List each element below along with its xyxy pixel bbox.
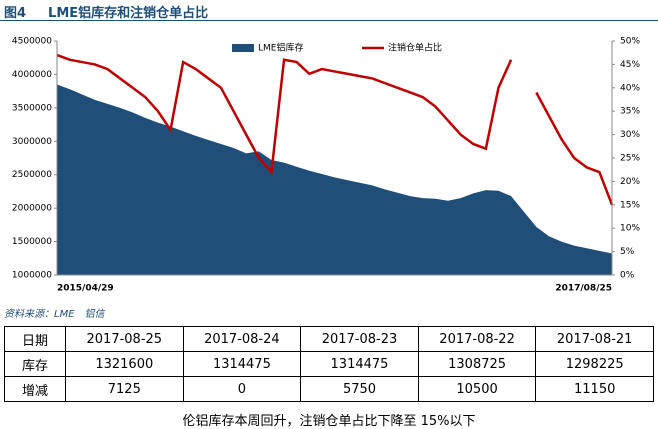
table-cell: 日期 — [4, 326, 66, 352]
table-cell: 11150 — [535, 376, 654, 402]
y2-tick-label: 30% — [620, 130, 640, 140]
table-cell: 10500 — [417, 376, 537, 402]
table-cell: 2017-08-24 — [182, 326, 302, 352]
y-tick-label: 3500000 — [12, 103, 52, 113]
legend-label: LME铝库存 — [258, 42, 303, 54]
table-cell: 1314475 — [300, 351, 419, 377]
y-tick-label: 4000000 — [12, 70, 52, 80]
data-table: 日期 2017-08-25 2017-08-24 2017-08-23 2017-08-… — [4, 326, 654, 402]
source: 资料来源：LME 铝信 — [4, 309, 105, 320]
table-row: 库存 1321600 1314475 1314475 1308725 1298225 — [4, 351, 654, 377]
caption: 伦铝库存本周回升，注销仓单占比下降至 15%以下 — [182, 414, 476, 429]
y2-tick-label: 50% — [620, 37, 640, 47]
table-cell: 1314475 — [182, 351, 302, 377]
y2-tick-label: 35% — [620, 107, 640, 117]
line — [56, 53, 614, 206]
table-cell: 增减 — [4, 376, 66, 402]
table-cell: 2017-08-22 — [417, 326, 537, 352]
y2-tick-label: 0% — [620, 271, 635, 281]
y2-tick-label: 45% — [620, 60, 640, 70]
y2-tick-label: 5% — [620, 247, 635, 257]
table-cell: 1308725 — [417, 351, 537, 377]
y2-tick-label: 10% — [620, 224, 640, 234]
table-cell: 5750 — [300, 376, 419, 402]
y2-tick-label: 15% — [620, 200, 640, 210]
x-tick-label: 2015/04/29 — [57, 284, 114, 294]
table-cell: 库存 — [4, 351, 66, 377]
table-cell: 2017-08-21 — [535, 326, 654, 352]
area — [57, 84, 612, 275]
y2-tick-label: 25% — [620, 154, 640, 164]
legend-swatch — [232, 44, 254, 52]
table-cell: 1321600 — [65, 351, 184, 377]
table-row: 日期 2017-08-25 2017-08-24 2017-08-23 2017-08-… — [4, 326, 654, 352]
table-cell: 0 — [182, 376, 302, 402]
rule — [0, 20, 658, 21]
y-tick-label: 2500000 — [12, 170, 52, 180]
y-tick-label: 1000000 — [12, 271, 52, 281]
y2-tick-label: 40% — [620, 83, 640, 93]
y-tick-label: 1500000 — [12, 237, 52, 247]
chart: 1000000 1500000 2000000 2500000 3000000 35000… — [12, 37, 641, 294]
table-row: 增减 7125 0 5750 10500 11150 — [4, 376, 654, 402]
legend-label: 注销仓单占比 — [388, 42, 442, 54]
table-cell: 2017-08-23 — [300, 326, 419, 352]
chart-title: LME铝库存和注销仓单占比 — [48, 6, 209, 21]
y-tick-label: 2000000 — [12, 204, 52, 214]
y-tick-label: 3000000 — [12, 137, 52, 147]
table-cell: 2017-08-25 — [65, 326, 184, 352]
table-cell: 7125 — [65, 376, 184, 402]
y2-tick-label: 20% — [620, 177, 640, 187]
y-tick-label: 4500000 — [12, 37, 52, 47]
figure-label: 图4 — [4, 6, 27, 21]
table-cell: 1298225 — [535, 351, 654, 377]
header: 图4 LME铝库存和注销仓单占比 — [4, 2, 230, 21]
x-tick-label: 2017/08/25 — [555, 284, 612, 294]
